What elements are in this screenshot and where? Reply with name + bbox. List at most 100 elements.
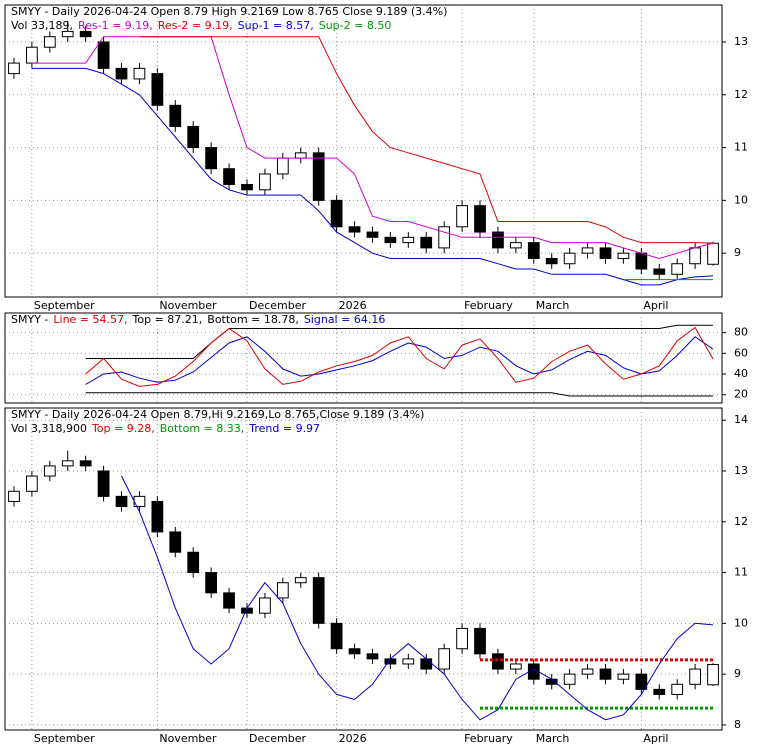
header-item: Res-2 = 9.19, — [158, 19, 233, 32]
series-line — [31, 67, 714, 286]
candle-body — [169, 531, 182, 553]
y-tick-label: 13 — [734, 464, 748, 477]
candle-body — [259, 173, 271, 191]
candle-body — [330, 199, 343, 228]
header-line: SMYY - Daily 2026-04-24 Open 8.79,Hi 9.2… — [11, 408, 424, 421]
candle-body — [115, 67, 128, 80]
header-item: Bottom = 18.78, — [207, 313, 299, 326]
candle-body — [420, 658, 433, 670]
series-line — [85, 336, 714, 385]
candle-body — [581, 247, 594, 254]
candle-body — [187, 125, 200, 149]
candle-body — [223, 168, 235, 186]
y-tick-label: 9 — [734, 246, 741, 259]
series-line — [85, 326, 714, 387]
header-line: SMYY - Daily 2026-04-24 Open 8.79 High 9… — [11, 5, 447, 18]
candle-body — [671, 263, 684, 275]
candle-body — [330, 622, 343, 650]
x-tick-label: September — [34, 732, 95, 745]
candle-body — [294, 577, 307, 584]
x-tick-label: February — [464, 299, 513, 312]
candle-body — [241, 184, 253, 191]
candle-body — [527, 242, 540, 259]
candle-body — [689, 247, 701, 265]
candle-body — [617, 673, 630, 680]
y-tick-label: 40 — [734, 367, 748, 380]
x-tick-label: September — [34, 299, 95, 312]
candle-body — [79, 460, 92, 467]
candle-body — [456, 205, 468, 228]
candle-body — [438, 648, 451, 670]
panel-frame — [4, 407, 723, 731]
header-item: SMYY - Daily 2026-04-24 Open 8.79 High 9… — [11, 5, 447, 18]
y-tick-label: 8 — [734, 718, 741, 731]
candle-body — [133, 67, 146, 80]
y-tick-label: 9 — [734, 667, 741, 680]
header-item: SMYY - — [11, 313, 48, 326]
panel-frame — [4, 4, 723, 298]
candle-body — [438, 226, 451, 249]
candle-body — [8, 490, 20, 502]
candle-body — [151, 500, 164, 533]
candle-body — [653, 268, 666, 275]
candle-body — [61, 30, 74, 38]
candle-body — [492, 231, 504, 249]
candle-body — [402, 236, 415, 244]
candle-body — [151, 73, 164, 106]
y-tick-label: 60 — [734, 346, 748, 359]
x-tick-label: March — [536, 299, 570, 312]
candle-body — [402, 658, 415, 665]
candle-body — [635, 673, 648, 690]
candle-body — [26, 46, 38, 64]
y-tick-label: 11 — [734, 141, 748, 154]
header-item: Top = 9.28, — [91, 422, 155, 435]
candle-body — [348, 226, 361, 233]
y-tick-label: 20 — [734, 388, 748, 401]
candle-body — [545, 257, 558, 265]
candle-body — [43, 465, 56, 477]
candle-body — [671, 683, 684, 695]
header-item: Top = 87.21, — [132, 313, 203, 326]
y-tick-label: 11 — [734, 566, 748, 579]
y-tick-label: 12 — [734, 88, 748, 101]
candle-body — [205, 572, 218, 594]
y-tick-label: 10 — [734, 616, 748, 629]
candle-body — [79, 30, 92, 38]
x-tick-label: November — [159, 732, 217, 745]
header-item: Sup-2 = 8.50 — [319, 19, 392, 32]
header-item: Vol 33,189, — [11, 19, 73, 32]
header-item: Line = 54.57, — [53, 313, 127, 326]
header-line: Vol 3,318,900 Top = 9.28, Bottom = 8.33, Tr… — [11, 422, 320, 435]
candle-body — [635, 252, 648, 270]
candle-body — [26, 475, 38, 492]
header-item: Vol 3,318,900 — [11, 422, 87, 435]
candle-body — [43, 36, 56, 48]
y-tick-label: 10 — [734, 193, 748, 206]
header-item: Bottom = 8.33, — [160, 422, 245, 435]
x-tick-label: December — [249, 732, 307, 745]
candle-body — [420, 236, 433, 249]
candle-body — [563, 673, 576, 685]
x-tick-label: March — [536, 732, 570, 745]
candle-body — [474, 205, 486, 233]
series-line — [85, 324, 713, 359]
candle-body — [492, 653, 504, 670]
header-line: Vol 33,189, Res-1 = 9.19, Res-2 = 9.19, Sup… — [11, 19, 391, 32]
series-line — [85, 392, 713, 397]
candle-body — [312, 577, 325, 624]
candle-body — [8, 62, 20, 75]
header-item: Res-1 = 9.19, — [78, 19, 153, 32]
x-tick-label: November — [159, 299, 217, 312]
candle-body — [61, 460, 74, 467]
series-line — [121, 475, 714, 721]
candle-body — [581, 668, 594, 675]
header-item: Sup-1 = 8.57, — [238, 19, 314, 32]
candle-body — [259, 597, 271, 614]
candle-body — [348, 648, 361, 655]
candle-body — [509, 663, 522, 670]
y-tick-label: 80 — [734, 326, 748, 339]
candle-body — [294, 152, 307, 159]
x-tick-label: 2026 — [339, 732, 367, 745]
candle-body — [366, 231, 379, 238]
